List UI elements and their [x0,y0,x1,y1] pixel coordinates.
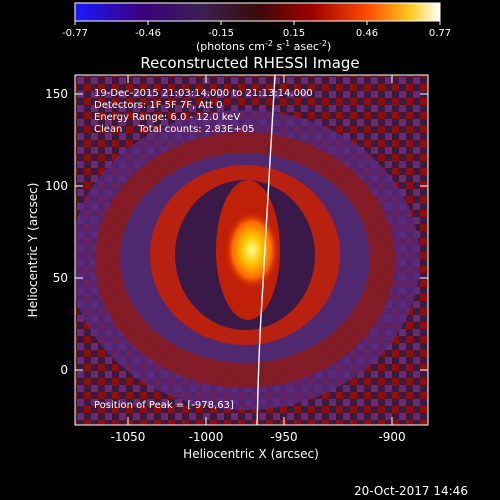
colorbar-gradient [74,2,441,22]
solar-limb-line [256,75,276,425]
image-annotations: 19-Dec-2015 21:03:14.000 to 21:13:14.000… [94,88,313,411]
colorbar-tick-label: -0.77 [62,28,88,39]
detectors: Detectors: 1F 5F 7F, Att 0 [94,100,222,111]
footer-timestamp: 20-Oct-2017 14:46 [354,484,468,498]
y-axis-label: Heliocentric Y (arcsec) [26,183,40,318]
energy-range: Energy Range: 6.0 - 12.0 keV [94,112,240,123]
colorbar-tick-label: 0.46 [356,28,378,39]
solar-image [75,75,428,425]
clean-total-counts: Clean Total counts: 2.83E+05 [94,124,254,135]
colorbar-units: (photons cm-2 s-1 asec-2) [196,39,331,53]
plot-frame [74,74,429,426]
x-axis-ticks: -1050 -1000 -950 -900 [111,75,406,444]
y-axis-ticks: 0 50 100 150 [45,87,428,377]
y-tick-label: 100 [45,179,68,193]
x-tick-label: -1050 [111,430,146,444]
y-tick-label: 50 [53,271,68,285]
plot-title: Reconstructed RHESSI Image [140,54,359,72]
x-axis-label: Heliocentric X (arcsec) [183,447,319,461]
colorbar-tick-label: 0.77 [429,28,451,39]
colorbar-tick-label: -0.15 [208,28,234,39]
y-tick-label: 0 [60,363,68,377]
flare-peak-source [224,210,280,290]
colorbar-tick-label: -0.46 [135,28,161,39]
colorbar-ticks: -0.77 -0.46 -0.15 0.15 0.46 0.77 [62,21,451,39]
x-tick-label: -900 [378,430,405,444]
x-tick-label: -1000 [189,430,224,444]
peak-position: Position of Peak = [-978,63] [94,400,234,411]
time-range: 19-Dec-2015 21:03:14.000 to 21:13:14.000 [94,88,313,99]
colorbar: -0.77 -0.46 -0.15 0.15 0.46 0.77 (photons cm-… [62,2,451,53]
y-tick-label: 150 [45,87,68,101]
colorbar-tick-label: 0.15 [283,28,305,39]
x-tick-label: -950 [270,430,297,444]
